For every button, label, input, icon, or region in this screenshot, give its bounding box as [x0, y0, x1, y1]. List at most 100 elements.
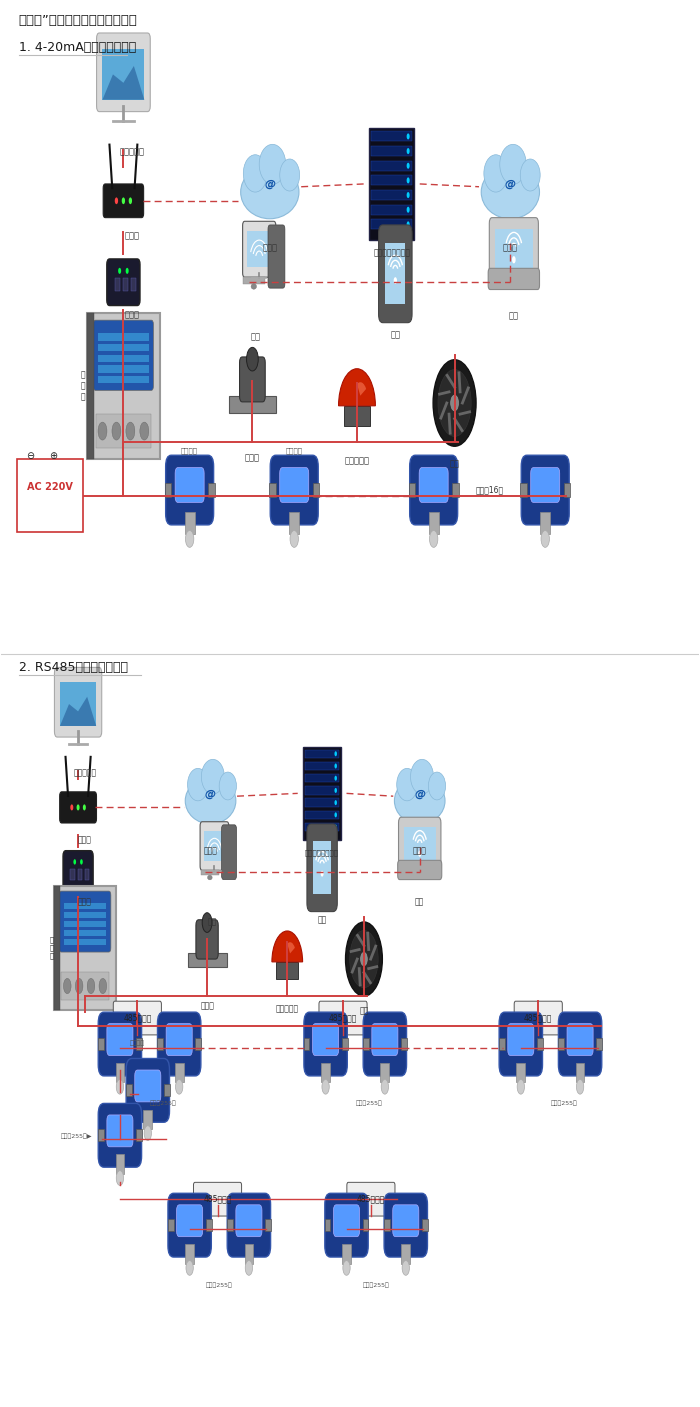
FancyBboxPatch shape: [488, 269, 540, 290]
Circle shape: [74, 860, 76, 864]
Circle shape: [402, 1261, 409, 1275]
FancyBboxPatch shape: [325, 1193, 368, 1256]
Text: @: @: [414, 789, 426, 799]
Bar: [115, 279, 120, 291]
FancyBboxPatch shape: [239, 357, 265, 402]
FancyBboxPatch shape: [60, 792, 97, 823]
Ellipse shape: [259, 145, 286, 184]
Circle shape: [407, 191, 410, 198]
Bar: [385, 243, 405, 304]
Bar: [116, 1064, 125, 1082]
Bar: [122, 279, 128, 291]
Text: 可连接255台: 可连接255台: [206, 1282, 232, 1287]
Bar: [371, 219, 412, 229]
Bar: [428, 512, 439, 533]
Circle shape: [76, 978, 83, 993]
Bar: [342, 1038, 348, 1050]
Bar: [64, 930, 106, 937]
Bar: [265, 1220, 271, 1231]
FancyBboxPatch shape: [166, 1024, 193, 1055]
Bar: [517, 1064, 525, 1082]
Bar: [289, 512, 299, 533]
FancyBboxPatch shape: [514, 1002, 562, 1036]
FancyBboxPatch shape: [55, 667, 102, 737]
Circle shape: [335, 751, 337, 757]
Circle shape: [80, 860, 83, 864]
Circle shape: [116, 1079, 124, 1095]
Circle shape: [430, 530, 438, 547]
Circle shape: [129, 197, 132, 204]
Bar: [276, 962, 298, 979]
Wedge shape: [272, 931, 302, 962]
Bar: [204, 830, 225, 861]
Text: @: @: [205, 789, 216, 799]
Bar: [305, 750, 340, 758]
Ellipse shape: [202, 760, 225, 794]
Text: 485中继器: 485中继器: [357, 1195, 385, 1204]
Text: 路由器: 路由器: [78, 836, 92, 844]
Bar: [102, 49, 144, 100]
Bar: [185, 512, 195, 533]
Bar: [247, 231, 271, 267]
Bar: [452, 484, 458, 497]
Bar: [98, 333, 148, 340]
Circle shape: [393, 277, 397, 284]
Circle shape: [346, 922, 382, 996]
Bar: [575, 1064, 584, 1082]
Text: 风机: 风机: [449, 459, 460, 469]
Circle shape: [83, 805, 86, 810]
FancyBboxPatch shape: [489, 218, 538, 280]
Text: 电脑: 电脑: [207, 917, 216, 926]
Bar: [168, 1220, 174, 1231]
Circle shape: [202, 913, 212, 933]
Text: 互联网: 互联网: [413, 847, 427, 855]
Circle shape: [438, 370, 471, 436]
FancyBboxPatch shape: [228, 1193, 271, 1256]
Text: 安哈尔网络服务器: 安哈尔网络服务器: [305, 850, 339, 855]
Circle shape: [512, 256, 516, 263]
Ellipse shape: [186, 778, 236, 825]
FancyBboxPatch shape: [107, 259, 140, 305]
Bar: [244, 1244, 253, 1263]
Bar: [227, 1220, 233, 1231]
Ellipse shape: [219, 772, 237, 801]
FancyBboxPatch shape: [268, 225, 285, 288]
FancyBboxPatch shape: [508, 1024, 534, 1055]
FancyBboxPatch shape: [393, 1204, 419, 1237]
Bar: [98, 1130, 104, 1141]
FancyBboxPatch shape: [93, 321, 153, 390]
FancyBboxPatch shape: [166, 456, 214, 525]
FancyBboxPatch shape: [372, 1024, 398, 1055]
Bar: [54, 886, 60, 1010]
Ellipse shape: [397, 768, 417, 801]
FancyBboxPatch shape: [398, 860, 442, 879]
Ellipse shape: [428, 772, 446, 801]
FancyBboxPatch shape: [313, 1024, 339, 1055]
FancyBboxPatch shape: [54, 886, 116, 1010]
Circle shape: [350, 930, 378, 988]
Circle shape: [451, 395, 458, 411]
Bar: [321, 1064, 330, 1082]
Circle shape: [343, 1261, 350, 1275]
FancyBboxPatch shape: [113, 1002, 162, 1036]
FancyBboxPatch shape: [499, 1012, 542, 1076]
Bar: [201, 870, 219, 875]
Text: 电磁阀: 电磁阀: [200, 1002, 214, 1010]
Text: 485中继器: 485中继器: [203, 1195, 232, 1204]
Bar: [325, 1220, 330, 1231]
Text: ⊕: ⊕: [50, 450, 57, 460]
Bar: [371, 190, 412, 200]
Circle shape: [576, 1079, 584, 1095]
Bar: [404, 827, 436, 861]
Ellipse shape: [241, 166, 299, 218]
Bar: [303, 747, 341, 840]
Text: 信号输出: 信号输出: [286, 447, 302, 453]
Text: 转换器: 转换器: [78, 898, 92, 906]
Bar: [401, 1244, 410, 1263]
Circle shape: [322, 1079, 329, 1095]
Bar: [495, 229, 533, 269]
FancyBboxPatch shape: [280, 467, 309, 502]
Circle shape: [70, 805, 74, 810]
Bar: [369, 128, 414, 239]
Circle shape: [186, 530, 194, 547]
